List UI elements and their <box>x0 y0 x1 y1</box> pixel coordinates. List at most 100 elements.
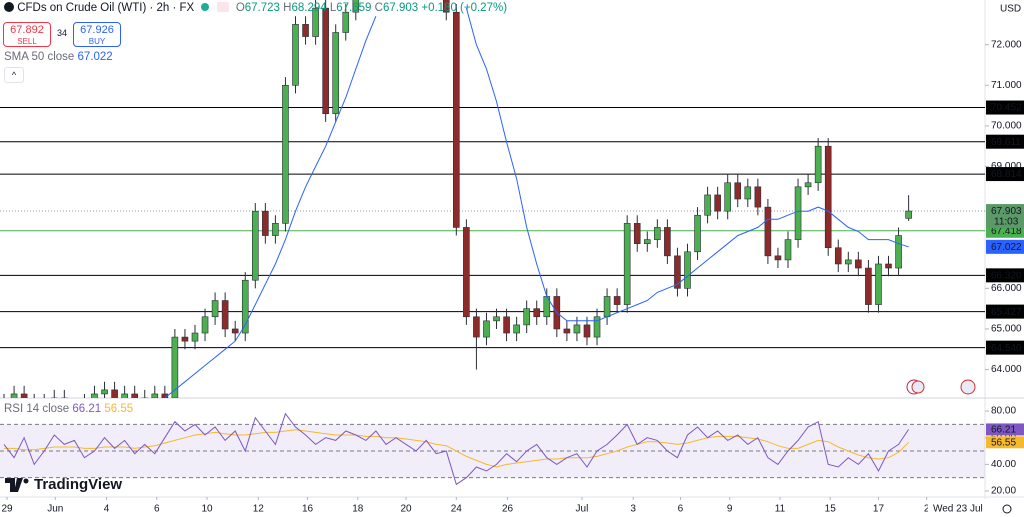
candle-body <box>784 239 792 261</box>
rsi-name: RSI 14 close <box>4 403 70 415</box>
x-tick-label: 29 <box>1 504 13 515</box>
candle-body <box>473 316 480 338</box>
sell-button[interactable]: 67.892 SELL <box>3 22 51 47</box>
rsi-last-bg <box>986 423 1024 436</box>
symbol-title: CFDs on Crude Oil (WTI) · 2h · FX <box>17 2 195 14</box>
x-tick-label: 10 <box>201 504 213 515</box>
x-tick-label: 2 <box>924 504 930 515</box>
candle-body <box>764 206 772 257</box>
candle-body <box>191 332 199 342</box>
candle-body <box>734 182 742 200</box>
candle-body <box>322 7 329 115</box>
candle-body <box>211 300 219 318</box>
spread: 34 <box>57 28 68 38</box>
candle-body <box>724 182 731 212</box>
level-label: 64.540 <box>991 343 1022 354</box>
candle-body <box>694 214 701 253</box>
candle-body <box>633 223 641 244</box>
candle-body <box>885 263 892 269</box>
change: +0.180 (+0.27%) <box>421 2 508 14</box>
candle-body <box>272 223 279 236</box>
rsi-tick-label: 40.00 <box>991 459 1016 470</box>
sell-label: SELL <box>17 37 37 46</box>
sma-line <box>164 7 909 398</box>
candle-body <box>151 393 159 398</box>
ohlc-key: O <box>235 2 245 14</box>
candle-body <box>442 0 450 13</box>
x-tick-label: 18 <box>352 504 364 515</box>
y-tick-label: 65.000 <box>991 324 1022 335</box>
candle-body <box>20 393 28 398</box>
candle-body <box>503 316 510 334</box>
candle-body <box>241 279 249 334</box>
level-label-bg <box>986 304 1024 319</box>
candle-body <box>664 227 671 257</box>
ohlc-value: 68.294 <box>291 2 327 14</box>
rsi-value: 66.21 <box>72 403 102 415</box>
candle-body <box>714 194 721 212</box>
sma-price-label-bg <box>986 239 1024 254</box>
level-label-bg <box>986 340 1024 355</box>
sma-name: SMA 50 close <box>4 51 75 63</box>
brand-logo: TradingView <box>5 476 122 493</box>
sell-price: 67.892 <box>10 24 44 36</box>
candle-body <box>824 145 832 249</box>
x-tick-label: 9 <box>727 504 733 515</box>
candle-body <box>855 259 862 269</box>
currency: USD <box>1000 4 1021 15</box>
candle-body <box>131 393 138 398</box>
level-label-bg <box>986 134 1024 149</box>
candle-body <box>704 194 711 216</box>
rsi-last-label: 66.21 <box>991 425 1016 436</box>
last-price-label-extra: 11:03 <box>994 217 1019 228</box>
level-label-bg <box>986 100 1024 115</box>
candle-body <box>845 259 852 265</box>
x-tick-label: 15 <box>825 504 837 515</box>
level-label-bg <box>986 268 1024 283</box>
y-tick-label: 70.000 <box>991 121 1022 132</box>
buy-button[interactable]: 67.926 BUY <box>73 22 121 47</box>
rsi-ma-value: 56.55 <box>104 403 134 415</box>
ref-price-label: 67.418 <box>991 226 1022 237</box>
symbol-icon <box>4 2 14 12</box>
candle-body <box>523 308 530 326</box>
candle-body <box>121 393 128 398</box>
candle-body <box>342 11 350 33</box>
candle-body <box>10 393 18 398</box>
candle-body <box>231 328 239 334</box>
settings-icon[interactable] <box>1002 504 1012 514</box>
candle-body <box>483 320 490 338</box>
x-tick-label: 20 <box>400 504 412 515</box>
x-tick-label: 6 <box>154 504 160 515</box>
x-tick-label: 12 <box>253 504 265 515</box>
x-tick-label: Jun <box>47 504 63 515</box>
candle-body <box>583 324 591 338</box>
rsi-line <box>3 412 910 486</box>
y-tick-label: 69.000 <box>991 161 1022 172</box>
flag-icons <box>906 379 976 395</box>
candle-body <box>111 389 118 398</box>
rsi-tick-label: 20.00 <box>991 486 1016 497</box>
x-tick-label: 24 <box>451 504 463 515</box>
candle-body <box>744 186 752 200</box>
rsi-ma-last-label: 56.55 <box>991 437 1016 448</box>
candle-body <box>181 336 189 342</box>
x-tick-label: 16 <box>302 504 314 515</box>
level-label-bg <box>986 167 1024 182</box>
sma-price-label: 67.022 <box>991 242 1022 253</box>
candle-body <box>774 255 782 261</box>
candle-body <box>563 328 571 334</box>
rsi-pane <box>0 412 985 486</box>
candle-body <box>613 296 621 305</box>
candle-body <box>251 210 259 281</box>
ohlc-value: 67.723 <box>244 2 280 14</box>
candle-body <box>262 210 269 236</box>
candle-body <box>905 210 912 219</box>
candle-body <box>141 397 149 398</box>
price-pane <box>0 0 985 398</box>
collapse-button[interactable]: ^ <box>4 67 24 83</box>
level-label: 69.611 <box>991 137 1021 148</box>
market-open-dot <box>201 3 210 11</box>
candle-body <box>804 182 812 188</box>
